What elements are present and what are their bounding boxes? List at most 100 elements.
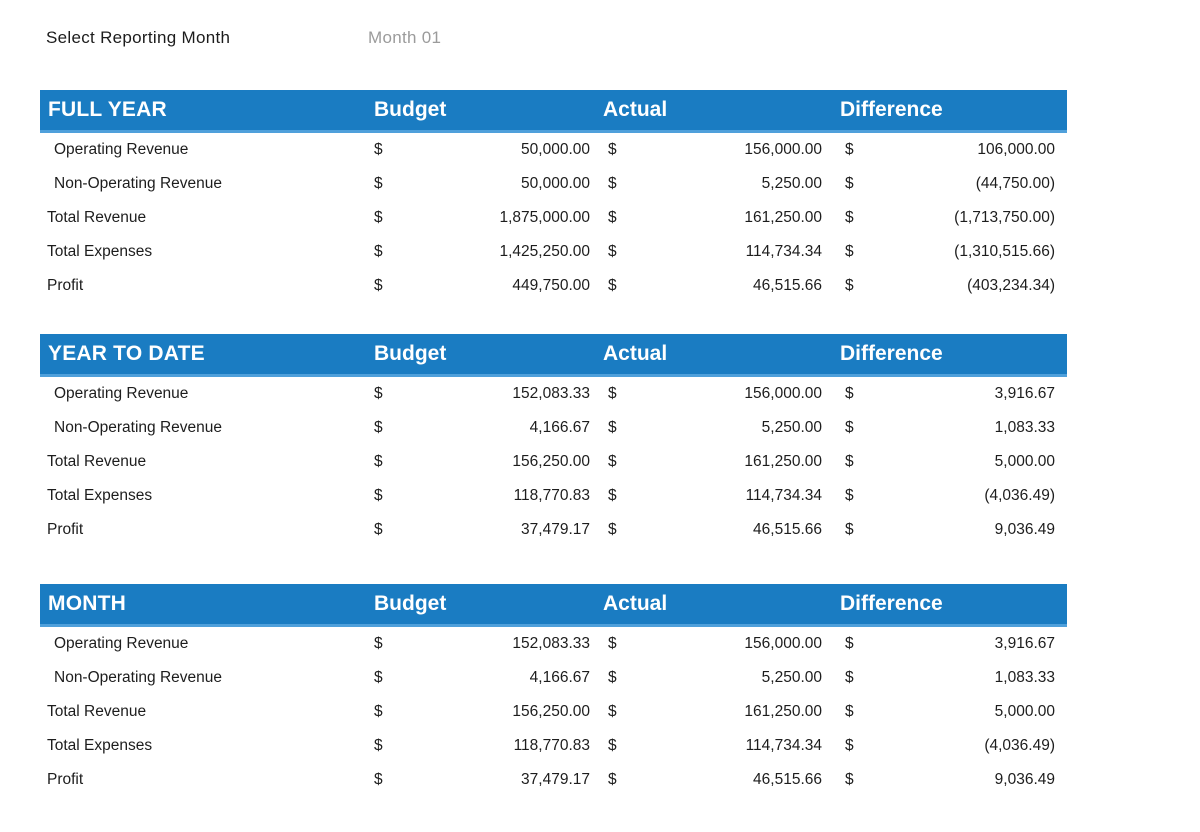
- difference-column-header: Difference: [840, 342, 943, 365]
- dollar-sign: $: [608, 175, 617, 192]
- dollar-sign: $: [608, 703, 617, 720]
- full-year-header-row: FULL YEAR Budget Actual Difference: [40, 90, 1067, 133]
- table-row: Operating Revenue $152,083.33 $156,000.0…: [40, 377, 1067, 411]
- dollar-sign: $: [608, 419, 617, 436]
- actual-value: 46,515.66: [753, 277, 822, 294]
- actual-cell: $161,250.00: [608, 703, 822, 721]
- row-label: Total Expenses: [47, 487, 153, 504]
- actual-cell: $114,734.34: [608, 487, 822, 505]
- budget-value: 156,250.00: [512, 703, 590, 720]
- reporting-month-control-row: Select Reporting Month Month 01: [40, 28, 1067, 50]
- dollar-sign: $: [374, 243, 383, 260]
- row-label: Operating Revenue: [54, 635, 189, 652]
- dollar-sign: $: [608, 487, 617, 504]
- dollar-sign: $: [374, 419, 383, 436]
- difference-value: 5,000.00: [994, 703, 1055, 720]
- row-label: Non-Operating Revenue: [54, 669, 223, 686]
- table-row: Non-Operating Revenue $4,166.67 $5,250.0…: [40, 411, 1067, 445]
- dollar-sign: $: [374, 385, 383, 402]
- row-label: Non-Operating Revenue: [54, 419, 223, 436]
- table-row: Operating Revenue $152,083.33 $156,000.0…: [40, 627, 1067, 661]
- year-to-date-table: YEAR TO DATE Budget Actual Difference Op…: [40, 334, 1067, 547]
- difference-cell: $3,916.67: [845, 635, 1055, 653]
- row-label: Profit: [47, 521, 84, 538]
- difference-cell: $ (4,036.49): [845, 487, 1055, 505]
- dollar-sign: $: [845, 453, 854, 470]
- dollar-sign: $: [608, 669, 617, 686]
- budget-cell: $1,425,250.00: [374, 243, 590, 261]
- budget-cell: $37,479.17: [374, 521, 590, 539]
- difference-column-header: Difference: [840, 592, 943, 615]
- difference-value: 3,916.67: [994, 385, 1055, 402]
- dollar-sign: $: [845, 635, 854, 652]
- difference-value: 1,083.33: [994, 419, 1055, 436]
- dollar-sign: $: [845, 209, 854, 226]
- dollar-sign: $: [374, 453, 383, 470]
- dollar-sign: $: [608, 385, 617, 402]
- section-title-full-year: FULL YEAR: [48, 98, 167, 121]
- dollar-sign: $: [845, 141, 854, 158]
- table-row: Total Expenses $1,425,250.00 $114,734.34…: [40, 235, 1067, 269]
- difference-cell: $ (44,750.00): [845, 175, 1055, 193]
- table-row: Total Expenses $118,770.83 $114,734.34 $…: [40, 729, 1067, 763]
- budget-cell: $4,166.67: [374, 419, 590, 437]
- dollar-sign: $: [374, 669, 383, 686]
- actual-cell: $5,250.00: [608, 419, 822, 437]
- actual-column-header: Actual: [603, 342, 668, 365]
- dollar-sign: $: [608, 209, 617, 226]
- budget-value: 37,479.17: [521, 521, 590, 538]
- dollar-sign: $: [374, 771, 383, 788]
- actual-cell: $46,515.66: [608, 521, 822, 539]
- table-row: Total Revenue $1,875,000.00 $161,250.00 …: [40, 201, 1067, 235]
- reporting-month-dropdown[interactable]: Month 01: [368, 28, 442, 47]
- dollar-sign: $: [845, 385, 854, 402]
- difference-cell: $5,000.00: [845, 703, 1055, 721]
- row-label: Operating Revenue: [54, 385, 189, 402]
- budget-value: 4,166.67: [529, 419, 590, 436]
- actual-cell: $161,250.00: [608, 209, 822, 227]
- row-label: Total Revenue: [47, 453, 147, 470]
- budget-cell: $37,479.17: [374, 771, 590, 789]
- difference-value: (1,310,515.66): [954, 243, 1055, 260]
- budget-cell: $156,250.00: [374, 703, 590, 721]
- actual-value: 114,734.34: [745, 243, 822, 260]
- actual-cell: $5,250.00: [608, 669, 822, 687]
- difference-value: (44,750.00): [975, 175, 1055, 192]
- difference-value: (403,234.34): [967, 277, 1055, 294]
- table-row: Profit $37,479.17 $46,515.66 $9,036.49: [40, 763, 1067, 797]
- difference-value: 5,000.00: [994, 453, 1055, 470]
- dollar-sign: $: [608, 521, 617, 538]
- actual-cell: $114,734.34: [608, 737, 822, 755]
- dollar-sign: $: [845, 175, 854, 192]
- difference-value: (4,036.49): [984, 737, 1055, 754]
- difference-cell: $ (4,036.49): [845, 737, 1055, 755]
- dollar-sign: $: [374, 277, 383, 294]
- dollar-sign: $: [374, 635, 383, 652]
- table-row: Operating Revenue $50,000.00 $156,000.00…: [40, 133, 1067, 167]
- actual-value: 5,250.00: [761, 175, 822, 192]
- budget-value: 118,770.83: [513, 737, 590, 754]
- section-title-month: MONTH: [48, 592, 126, 615]
- section-title-year-to-date: YEAR TO DATE: [48, 342, 205, 365]
- difference-cell: $ (403,234.34): [845, 277, 1055, 295]
- budget-cell: $1,875,000.00: [374, 209, 590, 227]
- budget-cell: $449,750.00: [374, 277, 590, 295]
- row-label: Operating Revenue: [54, 141, 189, 158]
- dollar-sign: $: [608, 771, 617, 788]
- budget-cell: $156,250.00: [374, 453, 590, 471]
- dollar-sign: $: [845, 521, 854, 538]
- row-label: Total Revenue: [47, 209, 147, 226]
- row-label: Total Revenue: [47, 703, 147, 720]
- actual-value: 46,515.66: [753, 771, 822, 788]
- table-row: Non-Operating Revenue $4,166.67 $5,250.0…: [40, 661, 1067, 695]
- difference-cell: $1,083.33: [845, 419, 1055, 437]
- difference-cell: $1,083.33: [845, 669, 1055, 687]
- budget-value: 449,750.00: [512, 277, 590, 294]
- budget-column-header: Budget: [374, 342, 447, 365]
- actual-value: 156,000.00: [744, 141, 822, 158]
- row-label: Total Expenses: [47, 243, 153, 260]
- difference-cell: $3,916.67: [845, 385, 1055, 403]
- dollar-sign: $: [374, 521, 383, 538]
- actual-cell: $46,515.66: [608, 277, 822, 295]
